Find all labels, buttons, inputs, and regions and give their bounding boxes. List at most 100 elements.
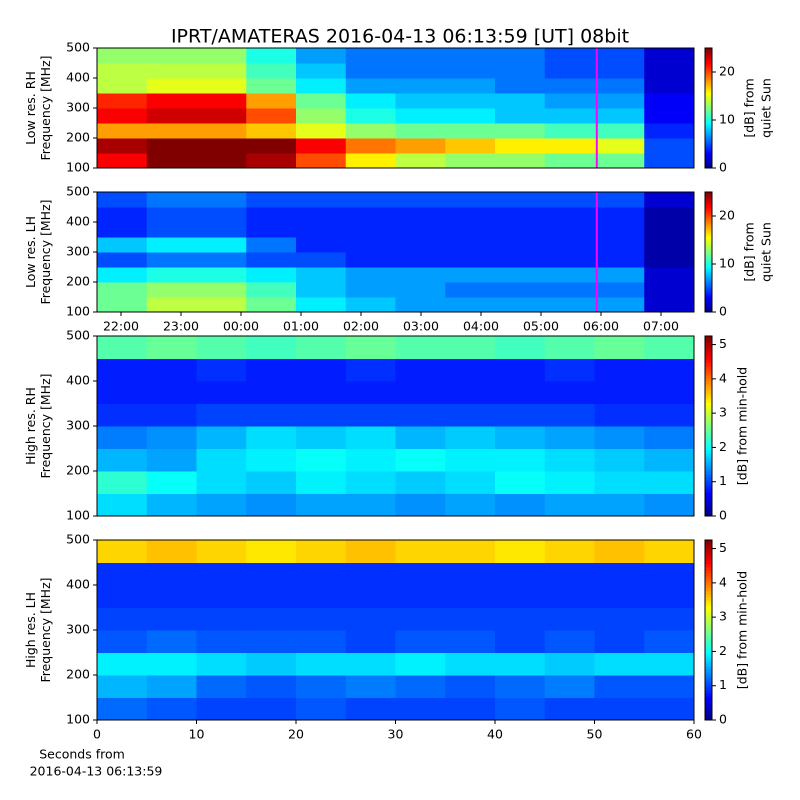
colorbar-segment: [705, 405, 712, 409]
colorbar-segment: [705, 411, 712, 415]
heatmap-cell: [246, 607, 297, 631]
x-tick-label: 30: [388, 727, 404, 742]
colorbar-segment: [705, 504, 712, 508]
heatmap-cell: [594, 108, 645, 124]
heatmap-cell: [495, 138, 546, 154]
heatmap-cell: [196, 403, 247, 427]
colorbar-segment: [705, 296, 712, 299]
heatmap-cell: [345, 267, 396, 283]
colorbar-segment: [705, 288, 712, 291]
heatmap-cell: [544, 138, 595, 154]
x-tick-label: 07:00: [643, 319, 679, 334]
heatmap-cell: [395, 403, 446, 427]
heatmap-cell: [296, 153, 347, 169]
heatmap-cell: [146, 153, 197, 169]
colorbar-segment: [705, 423, 712, 427]
heatmap-cell: [246, 403, 297, 427]
x-tick-label: 40: [487, 727, 503, 742]
heatmap-cell: [146, 358, 197, 382]
heatmap-cell: [345, 630, 396, 653]
heatmap-cell: [345, 697, 396, 721]
colorbar-segment: [705, 246, 712, 249]
colorbar-segment: [705, 363, 712, 367]
heatmap-cell: [196, 267, 247, 283]
colorbar-segment: [705, 612, 712, 616]
y-axis-label: Low res. RH: [23, 71, 38, 145]
heatmap-cell: [246, 153, 297, 169]
colorbar-segment: [705, 543, 712, 547]
heatmap-cell: [345, 78, 396, 94]
heatmap-cell: [146, 448, 197, 472]
y-tick-label: 500: [66, 184, 90, 199]
heatmap-cell: [97, 282, 148, 298]
heatmap-cell: [296, 562, 347, 586]
colorbar-segment: [705, 166, 712, 169]
colorbar-tick-label: 0: [719, 160, 727, 175]
colorbar-segment: [705, 684, 712, 688]
colorbar-segment: [705, 372, 712, 376]
colorbar-segment: [705, 226, 712, 229]
colorbar-segment: [705, 558, 712, 562]
y-tick-label: 400: [66, 214, 90, 229]
heatmap-cell: [644, 222, 695, 238]
heatmap-cell: [445, 336, 496, 359]
heatmap-cell: [644, 540, 695, 563]
heatmap-cell: [246, 426, 297, 449]
heatmap-cell: [594, 630, 645, 653]
y-tick-label: 500: [66, 328, 90, 343]
colorbar-segment: [705, 579, 712, 583]
colorbar-segment: [705, 232, 712, 235]
heatmap-cell: [146, 675, 197, 698]
heatmap-cell: [644, 93, 695, 109]
colorbar-segment: [705, 627, 712, 631]
colorbar-frame: [704, 335, 713, 517]
x-tick-label: 03:00: [403, 319, 439, 334]
heatmap-cell: [196, 252, 247, 268]
colorbar-segment: [705, 387, 712, 391]
colorbar-segment: [705, 230, 712, 233]
colorbar-segment: [705, 130, 712, 133]
colorbar-segment: [705, 282, 712, 285]
colorbar-segment: [705, 453, 712, 457]
colorbar-segment: [705, 270, 712, 273]
heatmap-cell: [594, 585, 645, 608]
y-axis-label: Frequency [MHz]: [38, 55, 53, 160]
heatmap-cell: [495, 48, 546, 64]
colorbar-segment: [705, 62, 712, 65]
heatmap-cell: [544, 123, 595, 139]
colorbar-segment: [705, 74, 712, 77]
colorbar-segment: [705, 142, 712, 145]
colorbar-segment: [705, 420, 712, 424]
heatmap-cell: [594, 282, 645, 298]
colorbar-segment: [705, 492, 712, 496]
heatmap-cell: [495, 630, 546, 653]
heatmap-cell: [445, 675, 496, 698]
heatmap-cell: [246, 48, 297, 64]
heatmap-cell: [146, 297, 197, 313]
heatmap-cell: [196, 138, 247, 154]
colorbar-tick-label: 5: [719, 540, 727, 555]
x-tick-label: 06:00: [583, 319, 619, 334]
colorbar-segment: [705, 360, 712, 364]
colorbar-segment: [705, 489, 712, 493]
heatmap-cell: [345, 358, 396, 382]
x-tick-label: 50: [587, 727, 603, 742]
heatmap-cell: [445, 471, 496, 494]
colorbar-segment: [705, 636, 712, 640]
heatmap-cell: [544, 282, 595, 298]
colorbar-segment: [705, 156, 712, 159]
heatmap-cell: [196, 358, 247, 382]
heatmap-cell: [495, 675, 546, 698]
heatmap-cell: [296, 252, 347, 268]
heatmap-cell: [395, 697, 446, 721]
colorbar-segment: [705, 210, 712, 213]
colorbar-segment: [705, 224, 712, 227]
heatmap-cell: [296, 297, 347, 313]
heatmap-cell: [246, 493, 297, 517]
heatmap-cell: [246, 562, 297, 586]
colorbar-segment: [705, 414, 712, 418]
colorbar-segment: [705, 92, 712, 95]
colorbar-segment: [705, 260, 712, 263]
colorbar-tick-label: 2: [719, 643, 727, 658]
colorbar-segment: [705, 483, 712, 487]
